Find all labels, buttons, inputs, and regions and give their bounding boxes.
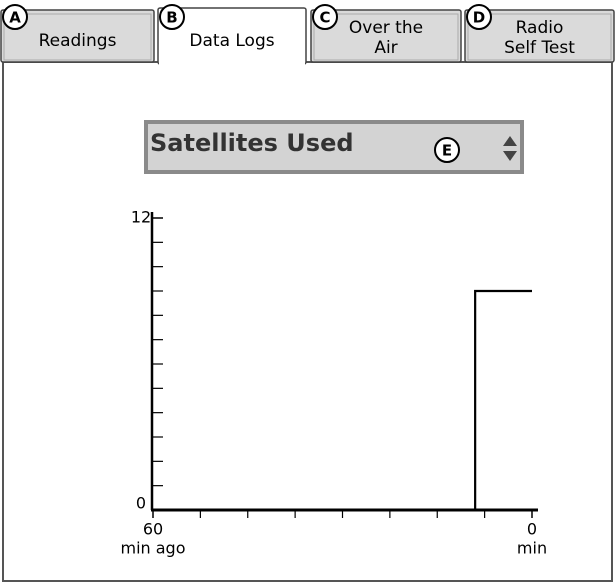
y-tick-label: 0: [136, 494, 146, 513]
callout-circle: [2, 4, 28, 30]
callout-letter: D: [473, 9, 485, 27]
tab[interactable]: [0, 9, 155, 63]
x-tick-unit: min ago: [120, 539, 185, 558]
callout-circle: [312, 4, 338, 30]
x-tick-unit: min: [517, 539, 547, 558]
dropdown-label: Satellites Used: [150, 129, 354, 157]
y-tick-label: 12: [131, 208, 151, 227]
callout-letter: A: [9, 9, 21, 27]
tab[interactable]: [310, 9, 462, 63]
tab-label: Data Logs: [189, 31, 274, 51]
tab-shadow: [3, 13, 152, 61]
callout-letter: B: [166, 9, 177, 27]
callout-circle: [466, 4, 492, 30]
tab-label: Air: [374, 38, 397, 58]
tab-label: Readings: [39, 31, 117, 51]
tab-shadow: [467, 13, 612, 61]
callout-letter: E: [442, 142, 452, 160]
tab-shadow: [313, 13, 459, 61]
x-tick-label: 0: [527, 520, 537, 539]
callout-letter: C: [319, 9, 330, 27]
tab-label: Over the: [349, 18, 423, 38]
tab[interactable]: [464, 9, 615, 63]
tab-join: [159, 60, 305, 65]
callout-circle: [434, 137, 460, 163]
data-line: [153, 289, 532, 512]
x-tick-label: 60: [143, 520, 163, 539]
tab-label: Self Test: [504, 38, 575, 58]
dropdown-arrows: [503, 136, 517, 161]
callout-circle: [159, 4, 185, 30]
tab-label: Radio: [516, 18, 564, 38]
